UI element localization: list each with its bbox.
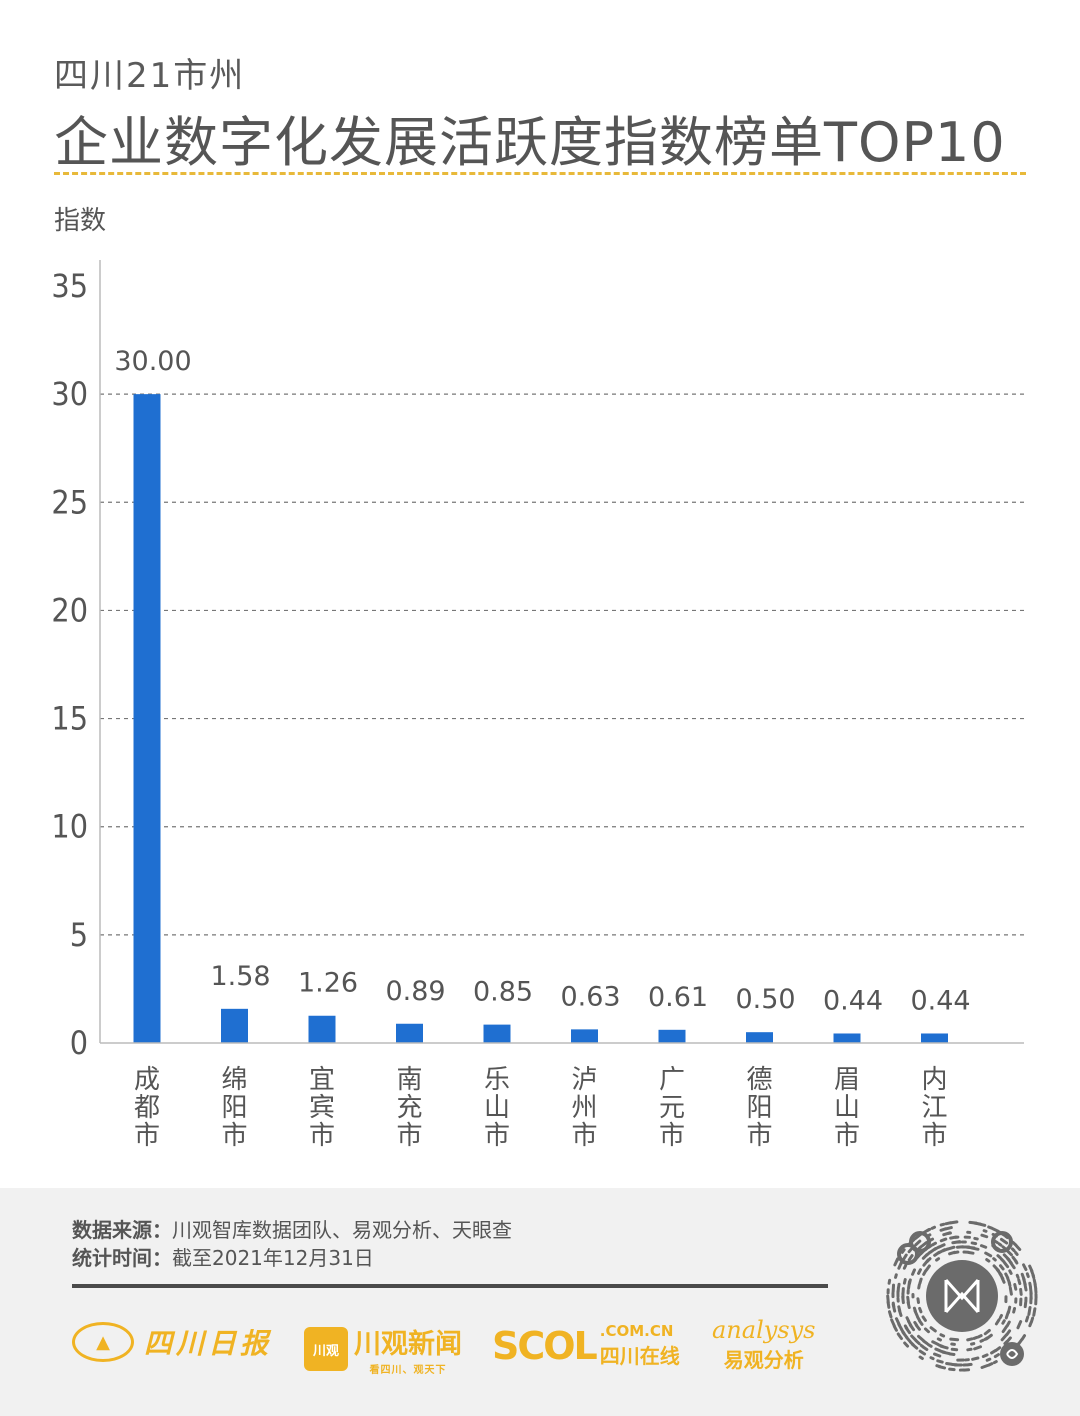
data-source-label: 数据来源：	[72, 1218, 172, 1242]
data-label: 0.44	[910, 985, 970, 1016]
stat-date-label: 统计时间：	[72, 1246, 172, 1270]
stat-date-value: 截至2021年12月31日	[172, 1246, 374, 1270]
data-label: 0.44	[823, 985, 883, 1016]
stat-date: 统计时间：截至2021年12月31日	[72, 1242, 374, 1271]
data-label: 0.50	[735, 984, 795, 1015]
sichuan-daily-logo-text: 四川日报	[144, 1327, 273, 1360]
scol-logo: SCOL .COM.CN 四川在线	[492, 1322, 680, 1369]
category-label: 成都市	[134, 1065, 160, 1151]
data-label: 0.89	[385, 976, 445, 1007]
scol-logo-mark: SCOL	[492, 1323, 598, 1368]
bar	[221, 1008, 248, 1043]
category-label: 绵阳市	[221, 1065, 247, 1151]
category-label: 泸州市	[571, 1065, 597, 1151]
y-tick-label: 35	[51, 267, 88, 305]
qr-brand-icon	[944, 1279, 980, 1313]
y-axis-ticks: 0 5 10 15 20 25 30 35	[51, 267, 88, 1062]
sichuan-daily-emblem-icon: ▲	[72, 1322, 134, 1362]
bar	[308, 1015, 336, 1043]
y-tick-label: 0	[70, 1024, 88, 1062]
bar	[746, 1032, 773, 1043]
bar	[658, 1029, 686, 1043]
bar	[921, 1033, 948, 1043]
qr-pattern	[886, 1220, 1038, 1372]
category-labels: 成都市 绵阳市 宜宾市 南充市 乐山市 泸州市 广元市 德阳市 眉山市 内江市	[134, 1065, 948, 1151]
y-tick-label: 30	[51, 375, 88, 413]
footer-rule	[72, 1284, 828, 1288]
title-divider	[54, 172, 1026, 175]
category-label: 德阳市	[746, 1065, 772, 1151]
bar-chart: 0 5 10 15 20 25 30 35 30.00 1.58 1.26 0.89 0.85 0.63…	[51, 260, 1024, 1151]
data-label: 1.26	[298, 968, 358, 999]
footer-panel	[0, 1188, 1080, 1416]
chuanguan-news-slogan: 看四川、观天下	[369, 1365, 447, 1376]
chuanguan-news-logo-text: 川观新闻	[354, 1329, 462, 1360]
bar	[571, 1029, 598, 1043]
qr-finder-icon	[897, 1243, 919, 1265]
bar	[483, 1024, 511, 1043]
chart-subtitle: 四川21市州	[54, 56, 246, 96]
bars	[133, 394, 948, 1044]
chuanguan-news-box-icon: 川观	[304, 1327, 348, 1371]
y-axis-label: 指数	[54, 206, 107, 236]
category-label: 南充市	[396, 1065, 422, 1151]
data-source: 数据来源：川观智库数据团队、易观分析、天眼查	[72, 1214, 512, 1243]
y-tick-label: 10	[51, 808, 88, 846]
data-labels: 30.00 1.58 1.26 0.89 0.85 0.63 0.61 0.50 0.44 0.4…	[114, 346, 970, 1016]
y-tick-label: 20	[51, 591, 88, 629]
scol-logo-domain: .COM.CN	[599, 1322, 674, 1340]
category-label: 眉山市	[834, 1065, 860, 1151]
bar	[396, 1023, 423, 1043]
mini-program-qr-code[interactable]	[880, 1214, 1044, 1378]
qr-finder-icon	[991, 1231, 1013, 1253]
chart-title: 企业数字化发展活跃度指数榜单TOP10	[54, 111, 1006, 174]
data-label: 0.85	[473, 977, 533, 1008]
category-label: 乐山市	[484, 1065, 510, 1151]
analysys-logo-text: 易观分析	[723, 1348, 804, 1372]
y-tick-label: 5	[70, 916, 88, 954]
category-label: 广元市	[659, 1065, 685, 1151]
bar	[833, 1033, 861, 1043]
data-label: 30.00	[114, 346, 191, 377]
y-tick-label: 15	[51, 700, 88, 738]
y-tick-label: 25	[51, 483, 88, 521]
mini-program-icon	[1000, 1342, 1024, 1366]
chuanguan-news-logo: 川观 川观新闻 看四川、观天下	[304, 1322, 462, 1376]
qr-finder-icon	[909, 1231, 931, 1253]
bar	[133, 394, 161, 1044]
analysys-logo: analysys 易观分析	[712, 1316, 816, 1373]
sichuan-daily-logo: ▲ 四川日报	[72, 1322, 272, 1362]
analysys-logo-en: analysys	[712, 1316, 816, 1344]
category-label: 内江市	[921, 1065, 947, 1151]
category-label: 宜宾市	[309, 1065, 335, 1151]
data-label: 1.58	[210, 961, 270, 992]
scol-logo-text: 四川在线	[599, 1344, 680, 1368]
data-label: 0.63	[560, 981, 620, 1012]
data-label: 0.61	[648, 982, 708, 1013]
grid-lines	[100, 393, 1024, 936]
data-source-value: 川观智库数据团队、易观分析、天眼查	[172, 1218, 512, 1242]
